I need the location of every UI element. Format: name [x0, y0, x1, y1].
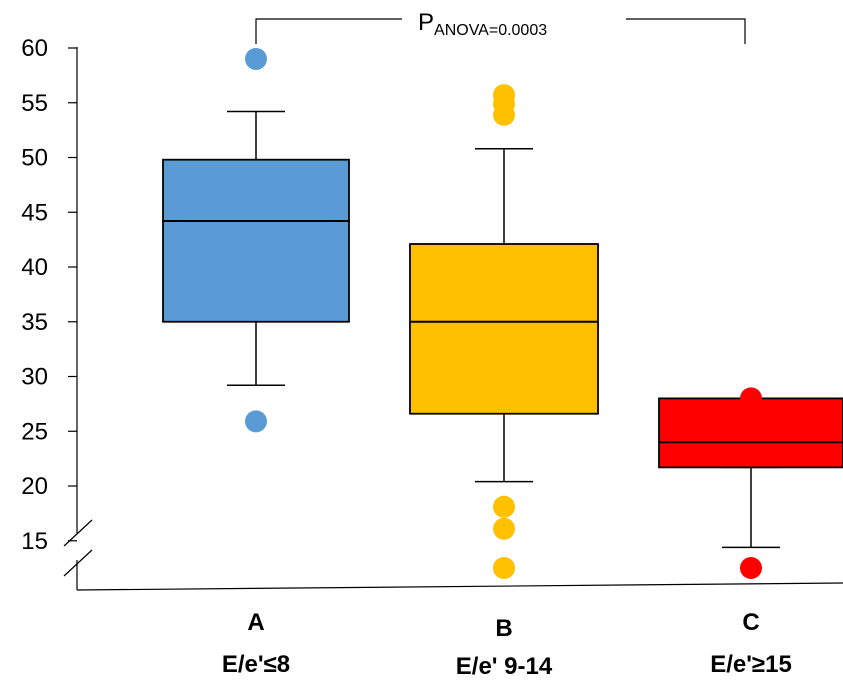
box-group-c [658, 387, 843, 579]
p-value-main: P [418, 9, 434, 36]
y-tick-label: 45 [21, 199, 48, 226]
p-value-label: PANOVA=0.0003 [418, 9, 547, 39]
x-axis-line [76, 582, 843, 591]
y-tick-label: 35 [21, 309, 48, 336]
y-tick-label: 20 [21, 473, 48, 500]
bracket-left [255, 18, 402, 44]
outlier-point [493, 495, 515, 518]
axis-break-mark [63, 549, 93, 577]
y-tick-label: 55 [21, 90, 48, 117]
outlier-point [245, 410, 267, 433]
category-label: B [495, 615, 512, 642]
category-label: A [247, 609, 264, 636]
axis-break-mark [63, 519, 93, 547]
outlier-point [740, 387, 762, 410]
iqr-box [409, 243, 599, 415]
outlier-point [245, 47, 267, 70]
outlier-point [493, 103, 515, 126]
category-label: C [742, 609, 759, 636]
y-tick-label: 50 [21, 145, 48, 172]
outlier-point [740, 557, 762, 579]
y-tick-label: 30 [21, 364, 48, 391]
iqr-box [658, 397, 843, 469]
outlier-point [493, 517, 515, 540]
y-tick-label: 15 [21, 528, 48, 555]
p-value-annotation: PANOVA=0.0003 [255, 9, 746, 44]
y-tick-label: 60 [21, 35, 48, 62]
axes: 15 20 25 30 35 40 45 50 55 60 [21, 35, 843, 591]
outlier-point [493, 557, 515, 579]
box-group-a [162, 47, 350, 433]
category-sublabel: E/e'≤8 [222, 651, 290, 678]
iqr-box [162, 158, 350, 323]
y-tick-label: 25 [21, 418, 48, 445]
bracket-right [626, 18, 746, 44]
box-group-b [409, 84, 599, 579]
category-sublabel: E/e' 9-14 [456, 653, 553, 680]
box-groups [162, 47, 843, 579]
y-tick-label: 40 [21, 254, 48, 281]
category-sublabel: E/e'≥15 [710, 651, 792, 678]
p-value-subscript: ANOVA=0.0003 [434, 22, 547, 39]
category-labels: A E/e'≤8 B E/e' 9-14 C E/e'≥15 [222, 609, 792, 680]
